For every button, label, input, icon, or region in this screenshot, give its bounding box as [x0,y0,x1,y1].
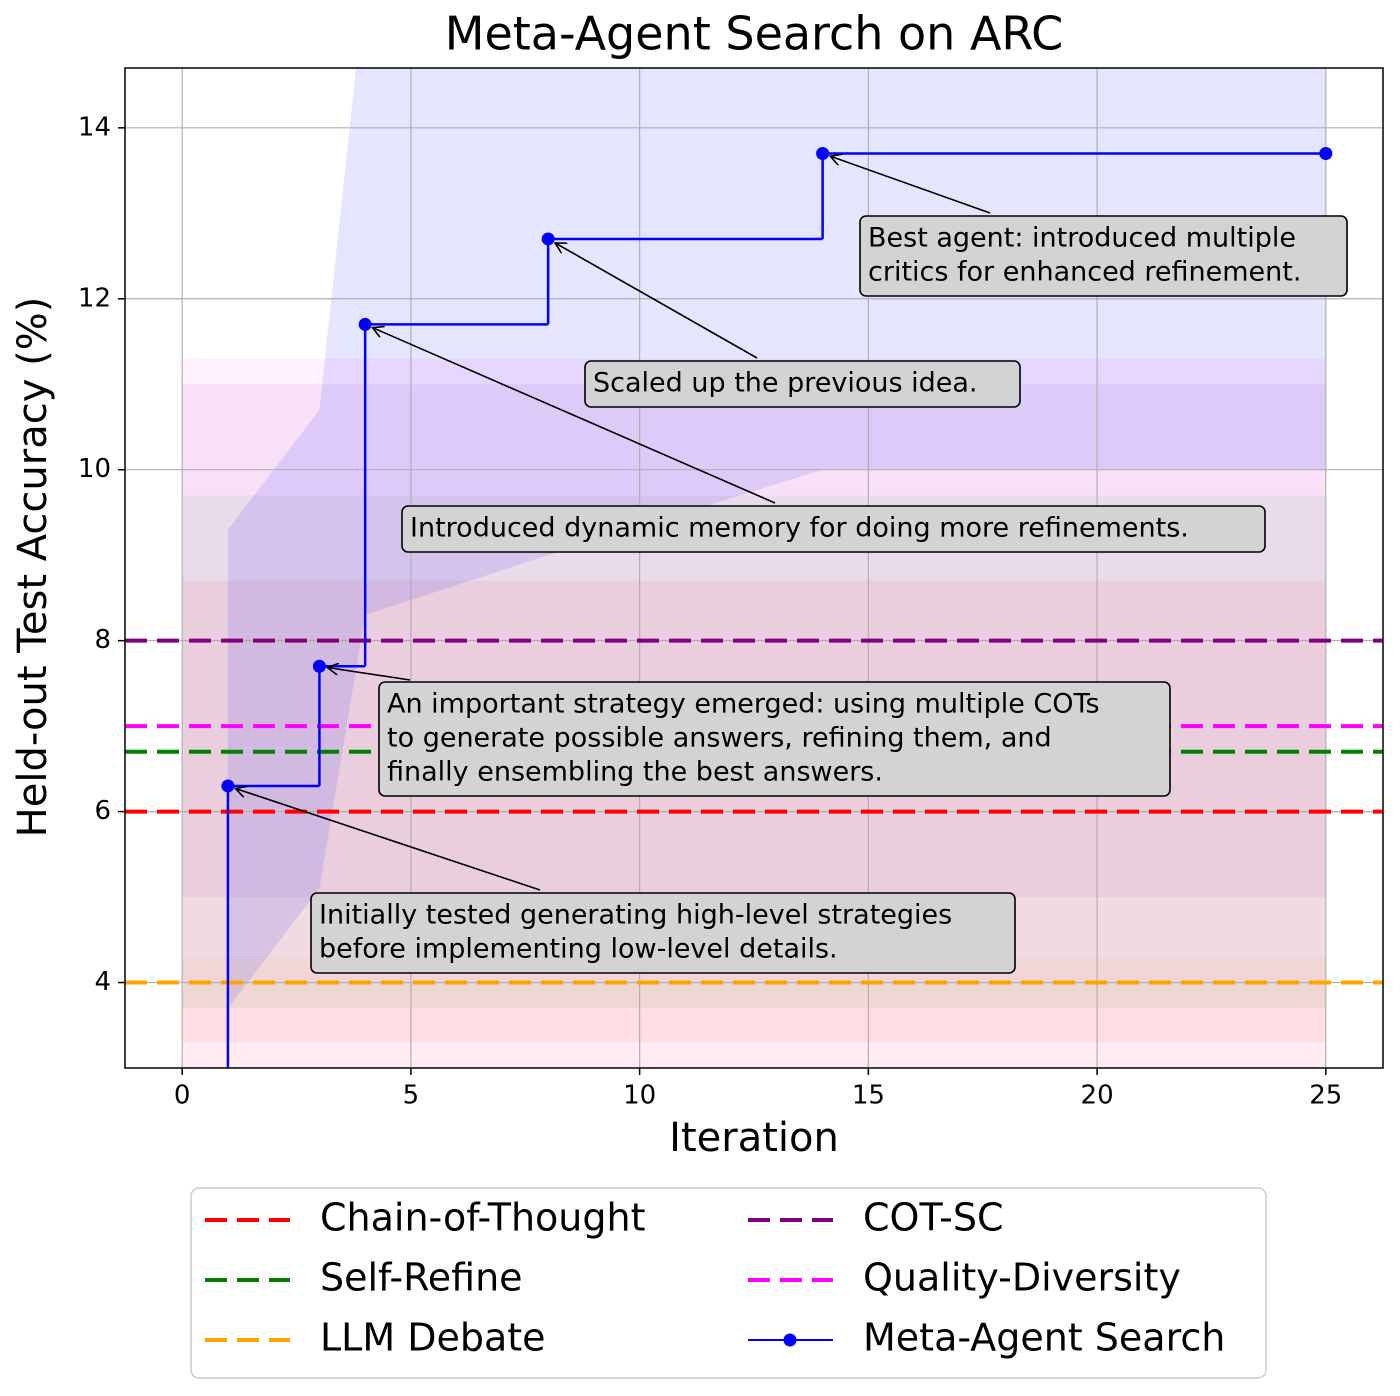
legend-marker [783,1333,797,1347]
data-point [221,779,235,793]
legend-label: Chain-of-Thought [320,1196,645,1240]
x-tick-label: 20 [1081,1081,1114,1111]
data-point [541,232,555,246]
y-tick-label: 12 [78,283,111,313]
legend-frame [190,1187,1267,1379]
confidence-band [227,68,1326,1009]
overlay: 0 5 10 15 20 25 4 6 8 10 12 14 Initially tested gene… [78,67,1384,1111]
legend: Chain-of-Thought Self-Refine LLM Debate COT… [205,1196,1225,1360]
annotation-text: Scaled up the previous idea. [593,368,978,399]
y-tick-label: 4 [94,967,111,997]
x-axis-label: Iteration [669,1115,839,1161]
annotation-box [584,360,1021,408]
x-tick-label: 15 [852,1081,885,1111]
y-axis-label: Held-out Test Accuracy (%) [10,297,56,838]
x-tick-label: 10 [623,1081,656,1111]
legend-label: Quality-Diversity [863,1256,1181,1300]
chart-title: Meta-Agent Search on ARC [445,7,1063,61]
legend-label: Self-Refine [320,1256,523,1300]
baseline-band [182,956,1326,1068]
annotation-arrow [555,243,758,359]
y-tick-label: 6 [94,796,111,826]
y-tick-label: 8 [94,625,111,655]
axes-frame [124,67,1384,1069]
annotation-text: An important strategy emerged: using mul… [387,689,1100,720]
annotation-box [401,505,1266,553]
data-point [1319,146,1333,160]
x-tick-label: 5 [403,1081,420,1111]
data-point [358,317,372,331]
x-tick-label: 0 [174,1081,191,1111]
y-tick-label: 10 [78,454,111,484]
annotation-text: Initially tested generating high-level s… [319,900,952,931]
annotation-text: to generate possible answers, refining t… [387,723,1052,754]
annotation-text: before implementing low-level details. [319,934,838,965]
annotation-arrow [327,667,411,681]
annotation-text: finally ensembling the best answers. [387,757,883,788]
annotation-box [859,215,1348,297]
legend-label: Meta-Agent Search [863,1316,1225,1360]
annotation-box [310,892,1016,974]
annotation-text: Introduced dynamic memory for doing more… [410,513,1189,544]
annotation-text: Best agent: introduced multiple [868,223,1296,254]
legend-label: LLM Debate [320,1316,546,1360]
y-tick-label: 14 [78,112,111,142]
data-point [312,659,326,673]
annotation-arrow [372,328,776,504]
annotation-arrow [830,156,991,214]
annotation-arrow [236,788,541,891]
x-tick-label: 25 [1309,1081,1342,1111]
annotation-text: critics for enhanced refinement. [868,257,1301,288]
legend-label: COT-SC [863,1196,1004,1240]
data-point [816,146,830,160]
annotation-box [378,681,1171,797]
